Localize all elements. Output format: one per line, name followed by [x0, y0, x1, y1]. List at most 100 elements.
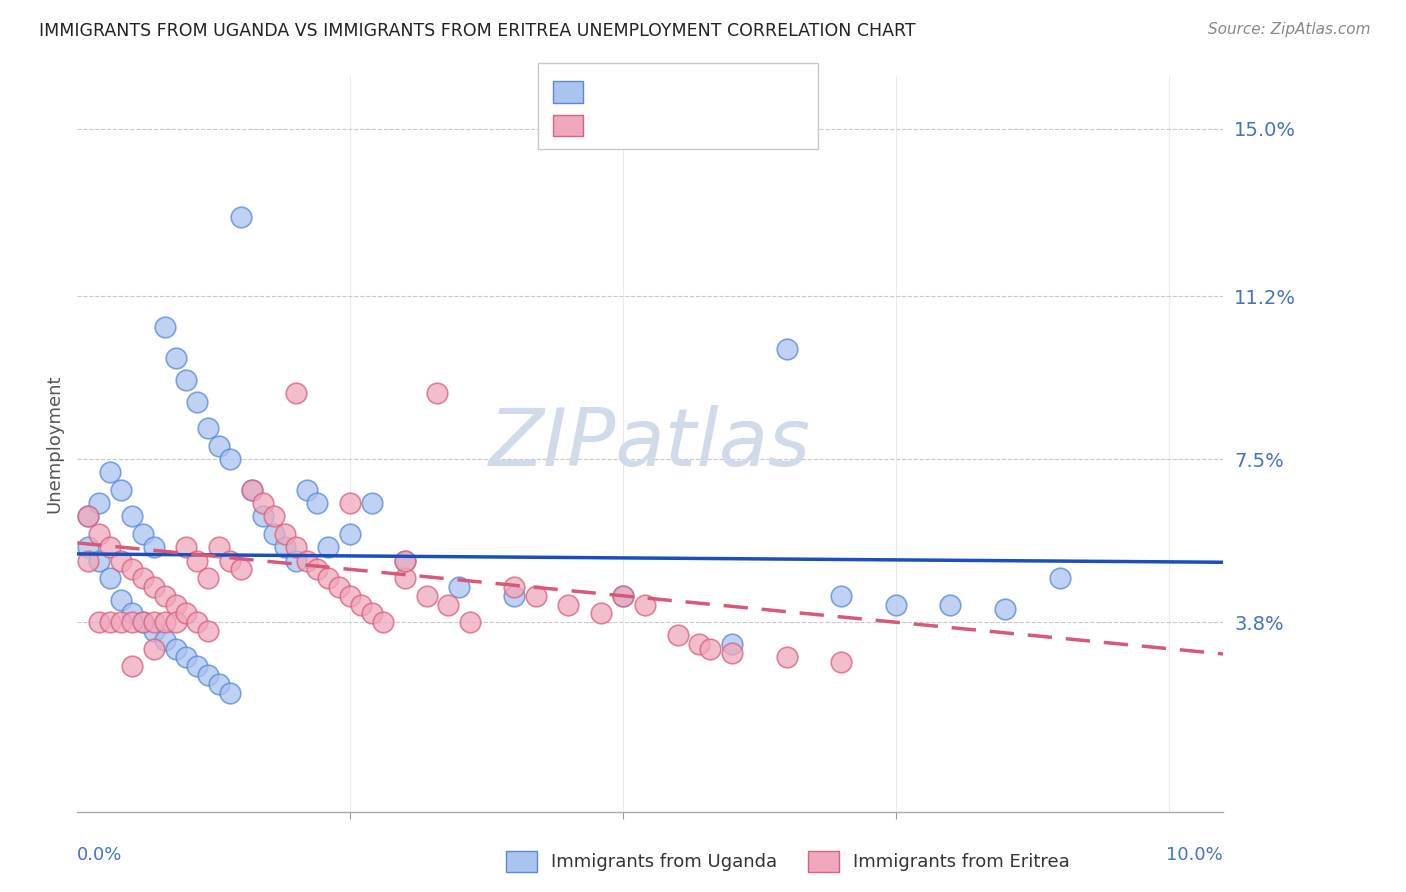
Point	[89, 553, 111, 567]
Point	[884, 598, 907, 612]
Point	[132, 571, 155, 585]
Point	[186, 659, 208, 673]
Text: -0.016: -0.016	[640, 83, 704, 101]
Point	[121, 615, 143, 630]
Point	[394, 553, 416, 567]
Point	[165, 641, 187, 656]
Point	[142, 641, 165, 656]
Text: Immigrants from Eritrea: Immigrants from Eritrea	[853, 853, 1070, 871]
Point	[634, 598, 657, 612]
Point	[197, 571, 219, 585]
Point	[273, 527, 295, 541]
Point	[776, 650, 799, 665]
Text: R =: R =	[595, 83, 634, 101]
Text: 0.0%: 0.0%	[77, 846, 122, 863]
Point	[830, 655, 852, 669]
Point	[89, 615, 111, 630]
Point	[339, 527, 361, 541]
Point	[449, 580, 471, 594]
Point	[295, 483, 318, 497]
Point	[153, 589, 176, 603]
Point	[612, 589, 634, 603]
Point	[229, 562, 252, 576]
Point	[77, 541, 100, 555]
Point	[361, 496, 384, 510]
Point	[165, 598, 187, 612]
Point	[263, 509, 285, 524]
Point	[361, 607, 384, 621]
Point	[666, 628, 689, 642]
Point	[208, 677, 231, 691]
Point	[394, 571, 416, 585]
Text: -0.161: -0.161	[640, 117, 704, 135]
Point	[77, 509, 100, 524]
Point	[132, 527, 155, 541]
Point	[458, 615, 481, 630]
Point	[153, 615, 176, 630]
Point	[350, 598, 373, 612]
Point	[284, 541, 307, 555]
Point	[98, 466, 121, 480]
Point	[307, 496, 329, 510]
Point	[284, 553, 307, 567]
Point	[284, 386, 307, 401]
Point	[186, 553, 208, 567]
Point	[318, 571, 340, 585]
Point	[307, 562, 329, 576]
Point	[328, 580, 350, 594]
Text: N =: N =	[700, 83, 752, 101]
Point	[371, 615, 394, 630]
Point	[165, 351, 187, 365]
Point	[77, 509, 100, 524]
Point	[994, 602, 1017, 616]
Point	[153, 632, 176, 647]
Point	[142, 541, 165, 555]
Point	[252, 496, 274, 510]
Point	[142, 615, 165, 630]
Point	[339, 589, 361, 603]
Point	[263, 527, 285, 541]
Point	[776, 342, 799, 356]
Text: Immigrants from Uganda: Immigrants from Uganda	[551, 853, 778, 871]
Text: 10.0%: 10.0%	[1167, 846, 1223, 863]
Point	[98, 615, 121, 630]
Point	[273, 541, 295, 555]
Point	[121, 509, 143, 524]
Point	[89, 527, 111, 541]
Point	[142, 624, 165, 638]
Point	[176, 373, 198, 387]
Text: 50: 50	[745, 83, 770, 101]
Point	[208, 541, 231, 555]
Point	[219, 686, 242, 700]
Point	[89, 496, 111, 510]
Point	[318, 541, 340, 555]
Text: ZIPatlas: ZIPatlas	[489, 405, 811, 483]
Point	[132, 615, 155, 630]
Point	[153, 320, 176, 334]
Point	[394, 553, 416, 567]
Text: R =: R =	[595, 117, 634, 135]
Point	[939, 598, 962, 612]
Point	[830, 589, 852, 603]
Point	[186, 615, 208, 630]
Point	[176, 541, 198, 555]
Point	[186, 395, 208, 409]
Point	[557, 598, 579, 612]
Point	[121, 659, 143, 673]
Point	[219, 553, 242, 567]
Point	[612, 589, 634, 603]
Point	[121, 562, 143, 576]
Point	[110, 615, 132, 630]
Point	[142, 580, 165, 594]
Point	[426, 386, 449, 401]
Point	[721, 637, 744, 651]
Point	[240, 483, 263, 497]
Point	[219, 452, 242, 467]
Point	[699, 641, 721, 656]
Text: Source: ZipAtlas.com: Source: ZipAtlas.com	[1208, 22, 1371, 37]
Point	[502, 580, 524, 594]
Y-axis label: Unemployment: Unemployment	[45, 375, 63, 513]
Point	[339, 496, 361, 510]
Point	[524, 589, 547, 603]
Point	[240, 483, 263, 497]
